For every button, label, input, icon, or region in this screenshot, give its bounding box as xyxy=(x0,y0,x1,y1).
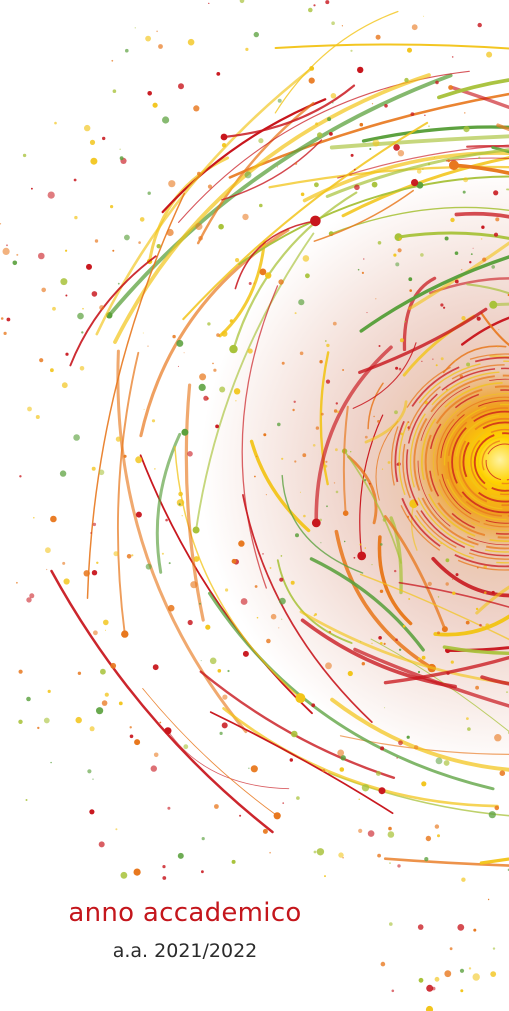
cover-title: anno accademico xyxy=(68,898,302,928)
cover-subtitle: a.a. 2021/2022 xyxy=(112,940,258,962)
